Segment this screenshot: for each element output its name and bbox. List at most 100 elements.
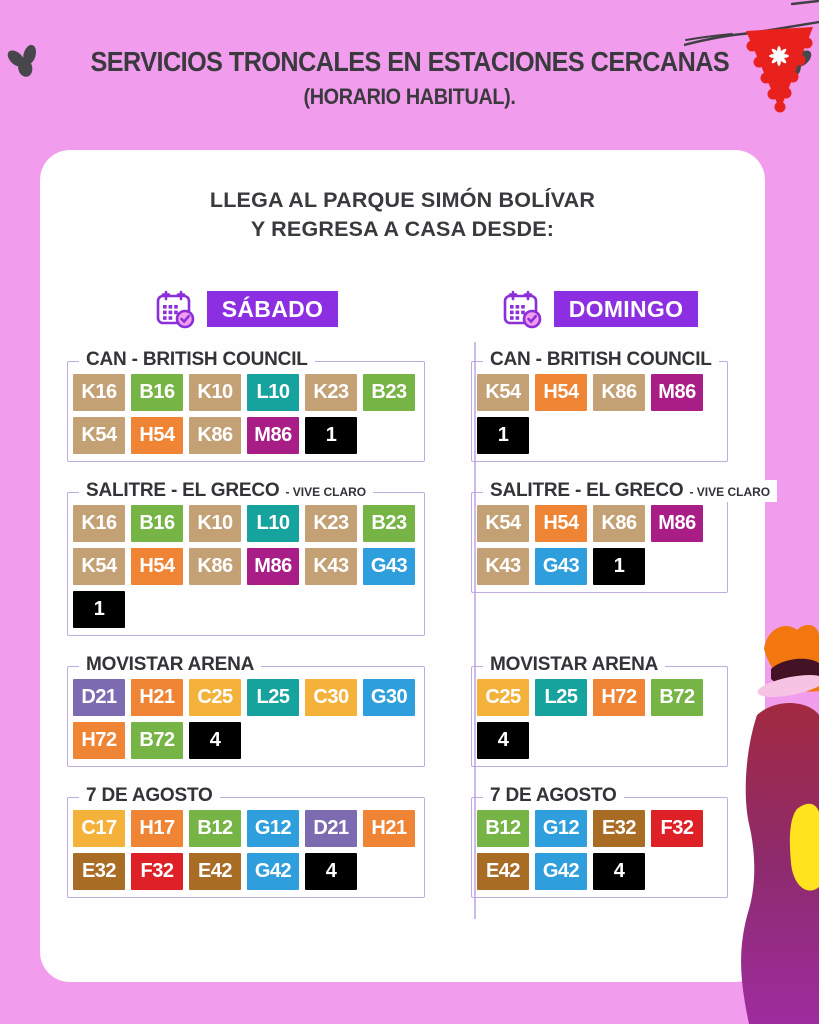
route-badge-F32: F32	[131, 853, 183, 891]
day-header-sunday: DOMINGO	[471, 287, 728, 331]
route-badge-K54: K54	[73, 548, 125, 586]
route-badge-4: 4	[593, 853, 645, 891]
station-title: 7 DE AGOSTO	[483, 785, 624, 808]
station-section: SALITRE - EL GRECO - VIVE CLARO K54 H54 K86 M…	[471, 480, 778, 594]
route-badge-F32: F32	[651, 810, 703, 848]
route-badge-B72: B72	[131, 722, 183, 760]
calendar-check-icon	[156, 290, 195, 329]
person-with-hat-illustration	[741, 625, 819, 1024]
route-badge-G42: G42	[247, 853, 299, 891]
route-badge-C25: C25	[189, 679, 241, 717]
route-badge-H72: H72	[593, 679, 645, 717]
station-section: SALITRE - EL GRECO - VIVE CLARO K16 B16 K10 L…	[67, 480, 425, 637]
route-badge-G42: G42	[535, 853, 587, 891]
route-badge-K43: K43	[305, 548, 357, 586]
route-badge-M86: M86	[247, 548, 299, 586]
route-badge-B16: B16	[131, 374, 183, 412]
route-badge-G30: G30	[363, 679, 415, 717]
station-title: CAN - BRITISH COUNCIL	[79, 349, 315, 372]
route-badge-4: 4	[189, 722, 241, 760]
route-badge-G12: G12	[247, 810, 299, 848]
content-card: LLEGA AL PARQUE SIMÓN BOLÍVAR Y REGRESA …	[40, 150, 778, 982]
route-badge-C25: C25	[477, 679, 529, 717]
route-badge-K16: K16	[73, 505, 125, 543]
route-badge-H54: H54	[535, 374, 587, 412]
station-section: 7 DE AGOSTO B12 G12 E32 F32 E42 G42 4	[471, 785, 728, 899]
route-badge-H54: H54	[535, 505, 587, 543]
route-badge-K16: K16	[73, 374, 125, 412]
route-badge-H21: H21	[363, 810, 415, 848]
route-badge-C30: C30	[305, 679, 357, 717]
route-badge-L25: L25	[535, 679, 587, 717]
route-badge-K86: K86	[189, 548, 241, 586]
route-badge-M86: M86	[651, 374, 703, 412]
route-badge-B16: B16	[131, 505, 183, 543]
page-subtitle: (HORARIO HABITUAL).	[303, 84, 516, 109]
hero-header: SERVICIOS TRONCALES EN ESTACIONES CERCAN…	[0, 44, 819, 110]
route-badge-B23: B23	[363, 505, 415, 543]
route-badge-K54: K54	[477, 374, 529, 412]
route-badge-B12: B12	[189, 810, 241, 848]
route-badge-1: 1	[73, 591, 125, 629]
station-title: MOVISTAR ARENA	[79, 654, 262, 677]
card-heading-line2: Y REGRESA A CASA DESDE:	[250, 216, 555, 241]
route-badge-K54: K54	[477, 505, 529, 543]
route-badge-H54: H54	[131, 417, 183, 455]
station-section: 7 DE AGOSTO C17 H17 B12 G12 D21 H21 E32 F32 E42 G4…	[67, 785, 425, 899]
station-section: MOVISTAR ARENA C25 L25 H72 B72 4	[471, 654, 728, 768]
route-badge-B12: B12	[477, 810, 529, 848]
page-title: SERVICIOS TRONCALES EN ESTACIONES CERCAN…	[90, 46, 729, 77]
station-title: MOVISTAR ARENA	[483, 654, 666, 677]
calendar-check-icon	[503, 290, 542, 329]
route-badge-K86: K86	[593, 505, 645, 543]
route-badge-M86: M86	[247, 417, 299, 455]
route-badge-D21: D21	[305, 810, 357, 848]
columns-grid: SÁBADO DOMINGO CAN - BRITISH COUNCIL K16 B1…	[67, 287, 778, 920]
route-badge-L10: L10	[247, 374, 299, 412]
route-badge-K23: K23	[305, 505, 357, 543]
route-badge-K43: K43	[477, 548, 529, 586]
route-badge-D21: D21	[73, 679, 125, 717]
route-badge-4: 4	[305, 853, 357, 891]
route-badge-H21: H21	[131, 679, 183, 717]
route-badge-1: 1	[305, 417, 357, 455]
route-badge-G43: G43	[535, 548, 587, 586]
card-heading: LLEGA AL PARQUE SIMÓN BOLÍVAR Y REGRESA …	[40, 186, 765, 243]
station-title: CAN - BRITISH COUNCIL	[483, 349, 719, 372]
route-badge-G12: G12	[535, 810, 587, 848]
route-badge-M86: M86	[651, 505, 703, 543]
station-section: CAN - BRITISH COUNCIL K54 H54 K86 M86 1	[471, 349, 728, 463]
route-badge-K10: K10	[189, 505, 241, 543]
day-badge: SÁBADO	[206, 291, 339, 328]
column-divider	[474, 342, 476, 920]
route-badge-K86: K86	[189, 417, 241, 455]
route-badge-L25: L25	[247, 679, 299, 717]
route-badge-L10: L10	[247, 505, 299, 543]
route-badge-H17: H17	[131, 810, 183, 848]
card-heading-line1: LLEGA AL PARQUE SIMÓN BOLÍVAR	[209, 188, 596, 212]
station-title: SALITRE - EL GRECO - VIVE CLARO	[79, 480, 374, 503]
station-title: 7 DE AGOSTO	[79, 785, 220, 808]
route-badge-G43: G43	[363, 548, 415, 586]
route-badge-C17: C17	[73, 810, 125, 848]
route-badge-E32: E32	[73, 853, 125, 891]
route-badge-K86: K86	[593, 374, 645, 412]
route-badge-B23: B23	[363, 374, 415, 412]
route-badge-K23: K23	[305, 374, 357, 412]
route-badge-1: 1	[593, 548, 645, 586]
station-section: MOVISTAR ARENA D21 H21 C25 L25 C30 G30 H72 B72 4	[67, 654, 425, 768]
day-badge: DOMINGO	[553, 291, 699, 328]
route-badge-E32: E32	[593, 810, 645, 848]
route-badge-K10: K10	[189, 374, 241, 412]
route-badge-E42: E42	[477, 853, 529, 891]
route-badge-K54: K54	[73, 417, 125, 455]
papel-picado-pennant-icon	[684, 0, 819, 113]
station-title: SALITRE - EL GRECO - VIVE CLARO	[483, 480, 778, 503]
day-header-saturday: SÁBADO	[67, 287, 425, 331]
station-section: CAN - BRITISH COUNCIL K16 B16 K10 L10 K23 B23 K…	[67, 349, 425, 463]
leaf-icon-left	[7, 44, 36, 77]
route-badge-H54: H54	[131, 548, 183, 586]
route-badge-1: 1	[477, 417, 529, 455]
route-badge-B72: B72	[651, 679, 703, 717]
